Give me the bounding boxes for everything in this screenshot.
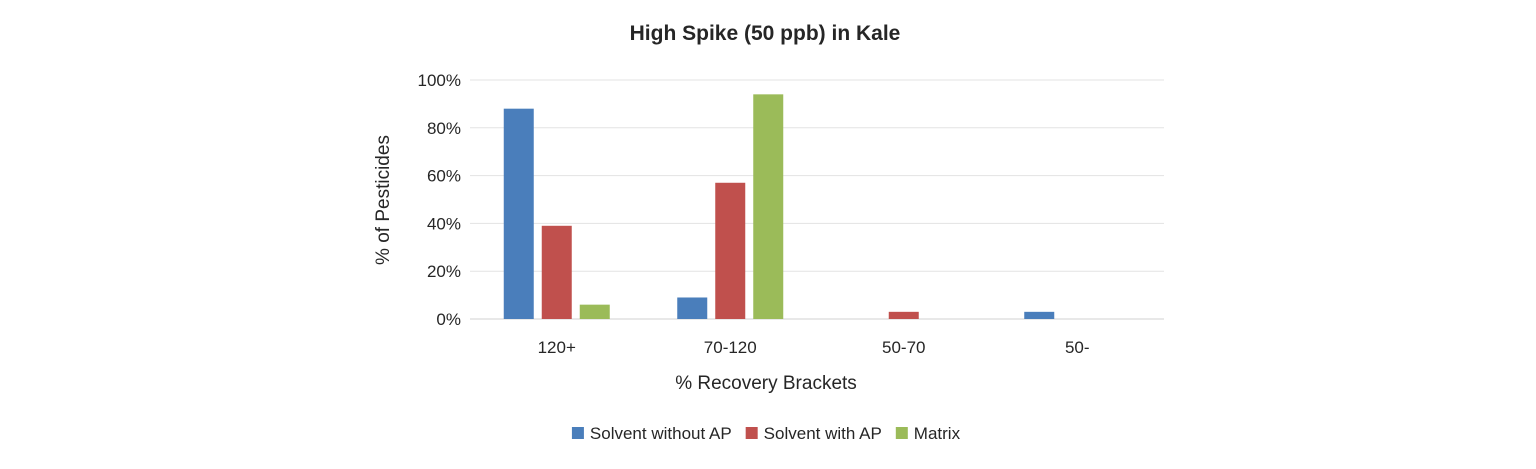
x-tick-label: 120+ (538, 338, 576, 357)
x-tick-label: 50-70 (882, 338, 925, 357)
bar-solvent-with-ap-2 (888, 311, 919, 319)
bar-solvent-without-ap-3 (1024, 311, 1055, 319)
gridlines (470, 79, 1164, 320)
legend-swatch (895, 427, 908, 439)
legend-swatch (571, 427, 584, 439)
bar-solvent-with-ap-1 (715, 182, 746, 319)
bar-matrix-0 (579, 304, 610, 319)
legend-label: Solvent without AP (590, 424, 732, 443)
y-tick-label: 60% (427, 167, 461, 186)
bar-solvent-with-ap-0 (541, 225, 572, 319)
y-axis-ticks: 0% 20% 40% 60% 80% 100% (418, 71, 461, 329)
y-axis-label: % of Pesticides (373, 135, 394, 265)
chart-title: High Spike (50 ppb) in Kale (630, 22, 901, 45)
legend-swatch (745, 427, 758, 439)
legend-label: Solvent with AP (764, 424, 882, 443)
legend-item: Solvent without AP (571, 424, 732, 443)
bar-matrix-1 (753, 94, 784, 319)
y-tick-label: 40% (427, 214, 461, 233)
x-axis-label: % Recovery Brackets (675, 373, 857, 394)
bar-solvent-without-ap-0 (503, 108, 534, 320)
legend-item: Solvent with AP (745, 424, 882, 443)
bar-solvent-without-ap-1 (677, 297, 708, 319)
x-tick-label: 50- (1065, 338, 1090, 357)
y-tick-label: 20% (427, 262, 461, 281)
legend: Solvent without AP Solvent with AP Matrix (571, 424, 961, 443)
x-axis-ticks: 120+ 70-120 50-70 50- (538, 338, 1090, 357)
y-tick-label: 80% (427, 119, 461, 138)
y-tick-label: 100% (418, 71, 461, 90)
x-tick-label: 70-120 (704, 338, 757, 357)
bars (503, 94, 1055, 320)
legend-item: Matrix (895, 424, 961, 443)
y-tick-label: 0% (436, 310, 461, 329)
legend-label: Matrix (914, 424, 961, 443)
